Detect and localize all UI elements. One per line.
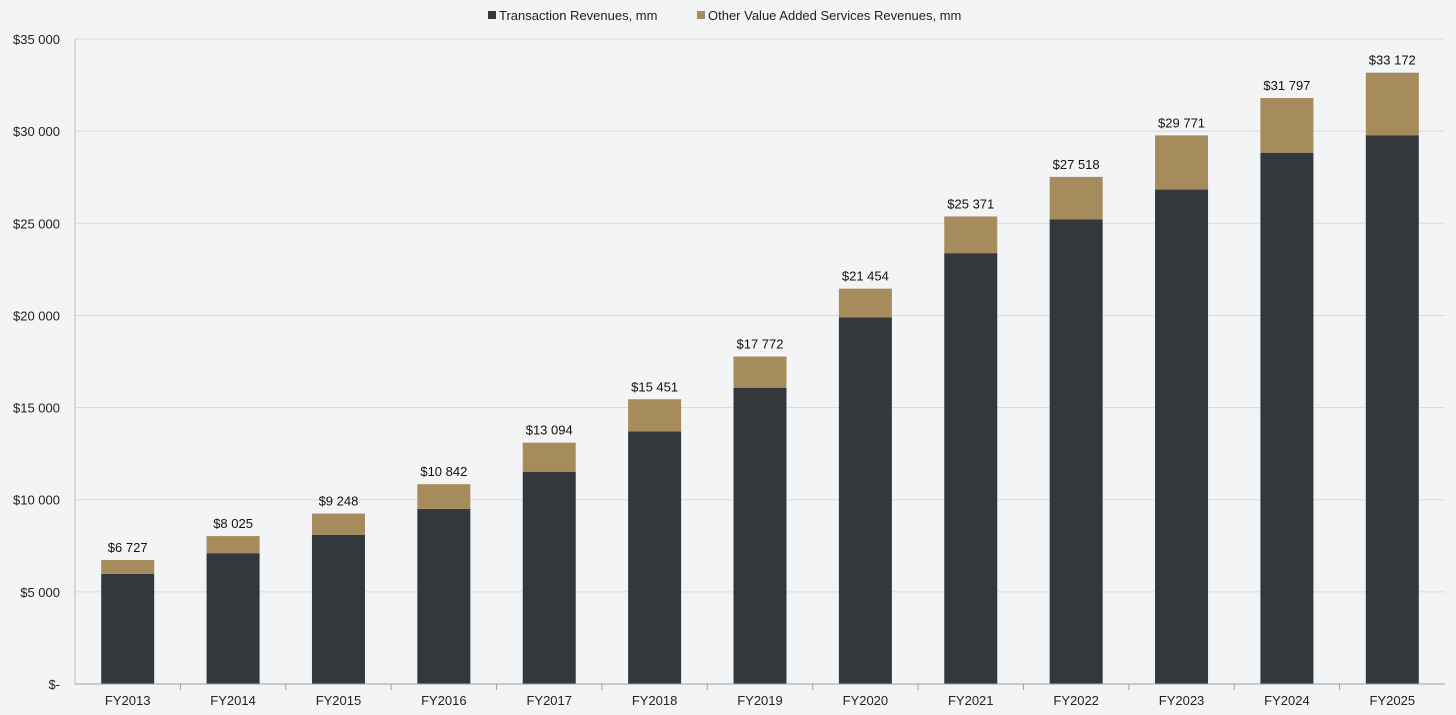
bar-transaction-revenues	[417, 508, 471, 684]
total-label: $29 771	[1158, 115, 1205, 130]
y-tick-label: $15 000	[13, 401, 60, 416]
legend-label-other-services: Other Value Added Services Revenues, mm	[708, 8, 961, 23]
bar-transaction-revenues	[1155, 189, 1209, 684]
total-label: $27 518	[1053, 157, 1100, 172]
bar-transaction-revenues	[944, 253, 998, 684]
y-tick-label: $10 000	[13, 493, 60, 508]
total-label: $31 797	[1263, 78, 1310, 93]
x-tick-label: FY2020	[843, 693, 889, 708]
bar-transaction-revenues	[1260, 152, 1314, 684]
legend-swatch-transaction	[488, 11, 496, 19]
x-tick-label: FY2024	[1264, 693, 1310, 708]
x-tick-label: FY2023	[1159, 693, 1205, 708]
bar-other-services-revenues	[944, 216, 998, 254]
bar-transaction-revenues	[1049, 219, 1103, 684]
y-tick-label: $25 000	[13, 216, 60, 231]
bar-transaction-revenues	[1365, 135, 1419, 684]
total-label: $25 371	[947, 196, 994, 211]
bar-other-services-revenues	[838, 288, 892, 318]
total-label: $21 454	[842, 269, 889, 284]
x-tick-label: FY2013	[105, 693, 151, 708]
bar-transaction-revenues	[838, 317, 892, 684]
total-label: $15 451	[631, 379, 678, 394]
total-label: $6 727	[108, 540, 148, 555]
x-tick-label: FY2014	[210, 693, 256, 708]
bar-other-services-revenues	[733, 356, 787, 388]
total-label: $33 172	[1369, 53, 1416, 68]
x-tick-label: FY2022	[1053, 693, 1099, 708]
x-tick-label: FY2025	[1370, 693, 1416, 708]
bar-other-services-revenues	[1049, 176, 1103, 220]
y-tick-label: $30 000	[13, 124, 60, 139]
total-label: $9 248	[319, 494, 359, 509]
bar-transaction-revenues	[101, 573, 155, 684]
bar-transaction-revenues	[206, 553, 260, 684]
bar-other-services-revenues	[206, 536, 260, 554]
x-tick-label: FY2021	[948, 693, 994, 708]
total-label: $17 772	[737, 336, 784, 351]
bar-transaction-revenues	[311, 534, 365, 684]
x-tick-label: FY2015	[316, 693, 362, 708]
bar-other-services-revenues	[1155, 135, 1209, 190]
total-label: $13 094	[526, 423, 573, 438]
legend-swatch-other-services	[697, 11, 705, 19]
total-label: $10 842	[420, 464, 467, 479]
data-labels: $6 727 $8 025 $9 248 $10 842 $13 094 $15 451 $…	[108, 53, 1416, 555]
y-tick-label: $-	[48, 677, 60, 692]
bar-other-services-revenues	[311, 513, 365, 535]
x-axis: FY2013 FY2014 FY2015 FY2016 FY2017 FY2018 FY20…	[75, 683, 1445, 708]
bar-other-services-revenues	[522, 442, 576, 472]
x-tick-label: FY2016	[421, 693, 467, 708]
legend: Transaction Revenues, mm Other Value Add…	[488, 8, 961, 23]
y-axis: $- $5 000 $10 000 $15 000 $20 000 $25 000 $30 …	[13, 32, 76, 692]
bars	[101, 72, 1419, 684]
bar-other-services-revenues	[1365, 72, 1419, 136]
total-label: $8 025	[213, 516, 253, 531]
y-tick-label: $5 000	[20, 585, 60, 600]
legend-label-transaction: Transaction Revenues, mm	[499, 8, 657, 23]
bar-transaction-revenues	[733, 387, 787, 684]
bar-transaction-revenues	[522, 471, 576, 684]
bar-other-services-revenues	[417, 484, 471, 509]
x-tick-label: FY2019	[737, 693, 783, 708]
y-tick-label: $20 000	[13, 308, 60, 323]
y-tick-label: $35 000	[13, 32, 60, 47]
bar-other-services-revenues	[1260, 98, 1314, 153]
x-tick-label: FY2018	[632, 693, 678, 708]
x-tick-label: FY2017	[526, 693, 572, 708]
bar-other-services-revenues	[628, 399, 682, 432]
bar-transaction-revenues	[628, 431, 682, 684]
bar-other-services-revenues	[101, 560, 155, 574]
